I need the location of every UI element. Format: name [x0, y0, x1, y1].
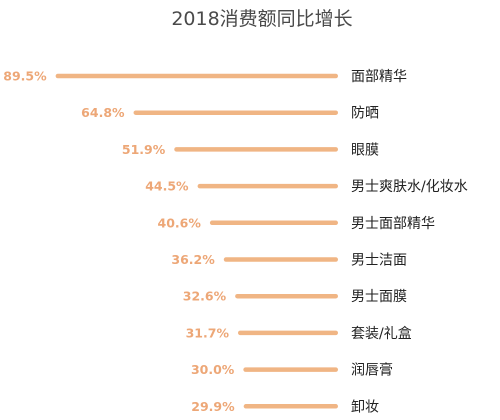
value-label: 51.9% [122, 142, 166, 157]
value-label: 30.0% [191, 362, 235, 377]
category-label: 润唇膏 [351, 362, 393, 379]
bar [209, 220, 338, 226]
bar [243, 404, 338, 409]
bar-row: 44.5% 男士爽肤水/化妆水 [145, 179, 467, 196]
bar-row: 51.9% 眼膜 [122, 142, 379, 159]
bar-row: 64.8% 防晒 [81, 105, 379, 122]
bar [237, 330, 338, 336]
bar [235, 293, 338, 299]
category-label: 男士面部精华 [351, 216, 435, 232]
chart-title: 2018消费额同比增长 [171, 8, 352, 30]
category-label: 套装/礼盒 [351, 325, 412, 342]
bar-row: 40.6% 男士面部精华 [158, 215, 435, 232]
value-label: 64.8% [81, 105, 125, 120]
category-label: 男士洁面 [351, 253, 407, 269]
category-label: 面部精华 [351, 69, 407, 85]
value-label: 36.2% [171, 252, 215, 267]
value-label: 32.6% [183, 289, 227, 304]
bar-row: 30.0% 润唇膏 [191, 362, 393, 379]
category-label: 男士面膜 [351, 289, 407, 305]
bar [243, 367, 338, 372]
value-label: 89.5% [3, 69, 47, 84]
bar-row: 89.5% 面部精华 [3, 69, 407, 86]
bar-row: 36.2% 男士洁面 [171, 252, 407, 269]
bar-row: 31.7% 套装/礼盒 [186, 325, 412, 342]
category-label: 防晒 [351, 106, 379, 122]
value-label: 29.9% [191, 399, 235, 414]
category-label: 卸妆 [351, 399, 379, 415]
bars-group: 89.5% 面部精华 64.8% 防晒 51.9% 眼膜 44.5% 男士爽肤水/化妆水 40.… [3, 69, 467, 416]
bar [174, 147, 338, 152]
bar [223, 257, 338, 262]
bar-row: 29.9% 卸妆 [191, 399, 379, 416]
bar [197, 183, 338, 189]
value-label: 44.5% [145, 179, 189, 194]
category-label: 眼膜 [351, 142, 379, 158]
bar [133, 110, 338, 115]
bar-row: 32.6% 男士面膜 [183, 289, 407, 306]
category-label: 男士爽肤水/化妆水 [351, 179, 468, 195]
value-label: 31.7% [186, 325, 230, 340]
bar [55, 73, 338, 79]
value-label: 40.6% [158, 215, 202, 230]
